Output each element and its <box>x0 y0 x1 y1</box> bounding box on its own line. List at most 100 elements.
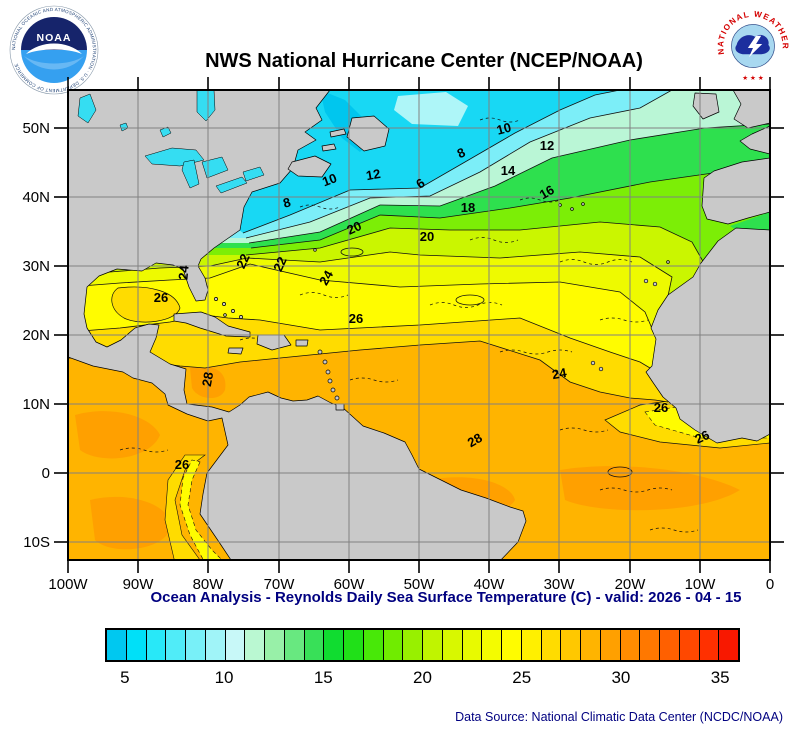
colorbar-tick-label: 25 <box>512 668 532 687</box>
james-bay <box>196 90 216 122</box>
y-axis-label: 10N <box>22 396 50 413</box>
noaa-globe-bottom <box>21 50 87 83</box>
x-axis-label: 70W <box>264 576 296 593</box>
nws-lightning-icon <box>747 35 763 58</box>
colorbar-tick-label: 20 <box>413 668 432 687</box>
nws-logo: NATIONAL WEATHER SERVICE ★ ★ ★ <box>714 7 792 85</box>
colorbar-segment <box>640 630 660 660</box>
x-axis-label: 60W <box>334 576 366 593</box>
contour-label: 26 <box>692 427 711 447</box>
y-axis-label: 40N <box>22 189 50 206</box>
x-axis-label: 40W <box>474 576 506 593</box>
land-americas <box>68 90 527 560</box>
contour-label: 12 <box>365 166 382 183</box>
map-subtitle: Ocean Analysis - Reynolds Daily Sea Surf… <box>150 589 742 606</box>
colorbar-segment <box>561 630 581 660</box>
data-source-note: Data Source: National Climatic Data Cent… <box>455 710 783 724</box>
noaa-wordmark: NOAA <box>37 32 72 44</box>
colorbar-segment <box>146 630 167 660</box>
lake-erie <box>215 176 248 194</box>
y-axis-label: 0 <box>42 465 50 482</box>
contour-label: 20 <box>344 218 363 238</box>
colorbar-segment <box>521 630 542 660</box>
temperature-colorbar <box>105 628 740 662</box>
colorbar-segment <box>166 630 186 660</box>
land-france <box>739 125 770 155</box>
x-axis-label: 100W <box>48 576 88 593</box>
colorbar-segment <box>660 630 680 660</box>
contour-label: 24 <box>551 365 569 382</box>
contour-label: 10 <box>495 120 513 138</box>
colorbar-tick-label: 15 <box>313 668 333 687</box>
contour-label: 28 <box>465 430 485 450</box>
colorbar-segment <box>482 630 502 660</box>
contour-label: 26 <box>175 457 189 472</box>
colorbar-segment <box>107 630 127 660</box>
land-cuba <box>173 311 251 338</box>
colorbar-segment <box>225 630 246 660</box>
colorbar-segment <box>265 630 285 660</box>
contour-label: 8 <box>281 194 292 210</box>
colorbar-segment <box>126 630 147 660</box>
colorbar-segment <box>719 630 738 660</box>
colorbar-tick-label: 30 <box>611 668 631 687</box>
colorbar-segment <box>403 630 423 660</box>
x-axis-label: 90W <box>123 576 155 593</box>
y-axis-label: 30N <box>22 258 50 275</box>
x-axis-label: 80W <box>193 576 225 593</box>
contour-label: 22 <box>233 251 253 270</box>
colorbar-segment <box>620 630 641 660</box>
colorbar-segment <box>245 630 265 660</box>
contour-label: 26 <box>654 400 668 415</box>
x-axis-label: 20W <box>615 576 647 593</box>
land-jamaica <box>227 347 244 355</box>
colorbar-labels: 5 10 15 20 25 30 35 <box>105 668 740 692</box>
y-axis-label: 20N <box>22 327 50 344</box>
lake-winnipeg <box>77 93 97 124</box>
contour-label: 16 <box>537 182 557 202</box>
contour-label: 12 <box>540 138 554 153</box>
land-iberia <box>701 157 770 225</box>
noaa-logo: NATIONAL OCEANIC AND ATMOSPHERIC ADMINIS… <box>9 5 99 95</box>
contour-label: 14 <box>501 163 516 178</box>
colorbar-segment <box>423 630 443 660</box>
axis-labels: 100W 90W 80W 70W 60W 50W 40W 30W 20W 10W 0 50N 40N 30… <box>22 120 774 593</box>
noaa-wave-icon <box>24 56 84 70</box>
colorbar-segment <box>363 630 384 660</box>
land-nova-scotia <box>287 155 332 178</box>
land-newfoundland <box>346 115 390 152</box>
y-axis-label: 50N <box>22 120 50 137</box>
noaa-globe-top <box>21 17 87 50</box>
axis-ticks <box>54 77 784 573</box>
contour-label: 22 <box>270 254 290 273</box>
contour-label: 10 <box>320 170 339 189</box>
colorbar-segment <box>186 630 206 660</box>
noaa-gull-icon <box>26 43 82 54</box>
x-axis-label: 50W <box>404 576 436 593</box>
colorbar-segment <box>284 630 305 660</box>
nws-stars: ★ ★ ★ <box>742 74 764 82</box>
page-title: NWS National Hurricane Center (NCEP/NOAA… <box>205 50 643 72</box>
x-axis-label: 0 <box>766 576 774 593</box>
contour-label: 20 <box>420 229 434 244</box>
colorbar-segment <box>205 630 226 660</box>
colorbar-segment <box>383 630 404 660</box>
contour-label: 18 <box>461 200 475 215</box>
colorbar-segment <box>304 630 325 660</box>
colorbar-tick-label: 10 <box>214 668 234 687</box>
colorbar-segment <box>600 630 621 660</box>
colorbar-segment <box>502 630 522 660</box>
colorbar-segment <box>462 630 483 660</box>
colorbar-segment <box>541 630 562 660</box>
lake-michigan <box>181 159 200 189</box>
lat-lon-gridlines <box>68 90 770 560</box>
colorbar-segment <box>324 630 344 660</box>
colorbar-segment <box>442 630 463 660</box>
colorbar-segment <box>344 630 364 660</box>
colorbar-tick-label: 35 <box>710 668 730 687</box>
contour-label: 26 <box>349 311 363 326</box>
contour-label: 26 <box>154 290 168 305</box>
contour-label: 24 <box>175 264 191 280</box>
